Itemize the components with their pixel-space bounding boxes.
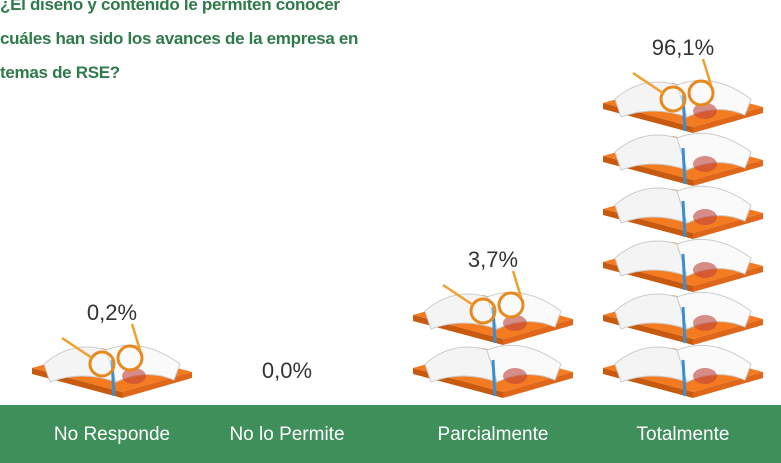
category-band — [0, 405, 781, 463]
book-shadow — [693, 368, 717, 384]
x-tick-label: No lo Permite — [229, 424, 344, 445]
glasses-lens — [469, 297, 497, 325]
bookmark — [681, 147, 687, 185]
bookmark — [681, 253, 687, 291]
book-stack — [32, 323, 192, 398]
book-shadow — [693, 103, 717, 119]
chart-title: ¿El diseño y contenido le permiten conoc… — [0, 0, 359, 82]
glasses-lens — [116, 344, 144, 372]
book-shadow — [693, 209, 717, 225]
bookmark — [491, 359, 497, 397]
bookmark — [681, 359, 687, 397]
x-tick-label: No Responde — [54, 424, 170, 445]
x-tick-label: Parcialmente — [438, 424, 549, 445]
book-stack — [603, 58, 763, 398]
x-tick-label: Totalmente — [637, 424, 730, 445]
value-label: 0,2% — [87, 300, 137, 325]
value-label: 0,0% — [262, 358, 312, 383]
value-label: 3,7% — [468, 247, 518, 272]
book-shadow — [693, 156, 717, 172]
bookmark — [681, 200, 687, 238]
value-label: 96,1% — [652, 35, 714, 60]
glasses-arm — [442, 270, 523, 307]
book-shadow — [693, 315, 717, 331]
glasses-lens — [497, 291, 525, 319]
glasses-lens — [88, 350, 116, 378]
book-shadow — [503, 368, 527, 384]
glasses-arm — [632, 58, 713, 95]
glasses-arm — [61, 323, 142, 360]
book-stack — [413, 270, 573, 398]
glasses-lens — [687, 79, 715, 107]
book-shadow — [693, 262, 717, 278]
book-shadow — [503, 315, 527, 331]
bookmark — [681, 306, 687, 344]
book-shadow — [122, 368, 146, 384]
glasses-lens — [659, 85, 687, 113]
